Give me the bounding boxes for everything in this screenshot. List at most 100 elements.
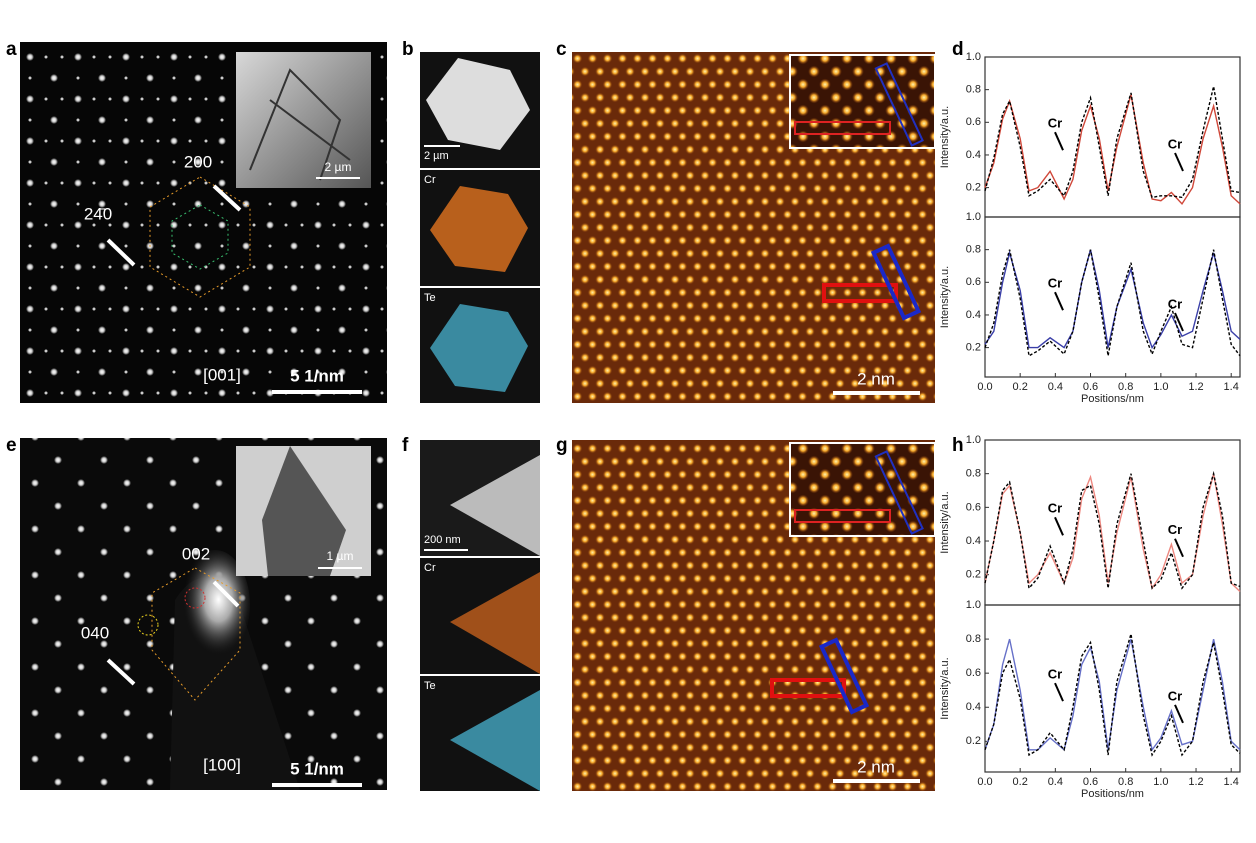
line-profile-box [870, 243, 922, 321]
annotation: Cr [1048, 276, 1062, 291]
inset-scale: 1 µm [327, 549, 354, 563]
x-tick-label: 0.6 [1083, 776, 1098, 788]
annotation: Cr [1168, 296, 1182, 311]
scale-label: 2 nm [857, 757, 895, 776]
line-chart: 0.2 0.4 0.6 0.8 1.0 0.0 0.2 0.4 0.6 0.8 1.0 1.2 1.4 I… [939, 599, 1241, 800]
flake [430, 304, 528, 392]
x-tick-label: 1.0 [1153, 381, 1168, 393]
annotation-arrow [1054, 516, 1064, 536]
panel-label: d [952, 39, 964, 60]
panel-f: f 200 nm Cr Te [402, 435, 540, 791]
map-label: Cr [424, 562, 436, 574]
inset-image [236, 52, 371, 188]
line-profile-box [770, 678, 846, 698]
arrow [212, 184, 242, 212]
map-label: Te [424, 292, 436, 304]
annotation-arrow [1054, 682, 1064, 702]
flake [450, 690, 540, 791]
x-tick-label: 0.8 [1118, 776, 1133, 788]
line-profile-box [874, 62, 924, 147]
x-tick-label: 1.0 [1153, 776, 1168, 788]
annotation-arrow [1054, 291, 1064, 311]
scale-label: 200 nm [424, 534, 461, 546]
y-tick-label: 0.8 [966, 633, 981, 645]
map-label: Te [424, 680, 436, 692]
annotation: Cr [1048, 116, 1062, 131]
y-tick-label: 0.2 [966, 182, 981, 194]
hexagon [151, 567, 241, 701]
zone-axis: [001] [203, 365, 241, 384]
panel-label: a [6, 39, 17, 60]
y-tick-label: 0.6 [966, 276, 981, 288]
spot-label: 24̄0 [84, 204, 112, 223]
inset-simulation [789, 442, 936, 537]
x-tick-label: 1.4 [1224, 776, 1239, 788]
profile-line [984, 638, 1241, 752]
spot-label: 002 [182, 544, 210, 563]
y-axis-label: Intensity/a.u. [939, 266, 951, 328]
line-profile-box [794, 121, 891, 135]
arrow [106, 658, 136, 686]
y-tick-label: 0.2 [966, 569, 981, 581]
flake [426, 58, 530, 150]
map-label: Cr [424, 174, 436, 186]
x-tick-label: 0.8 [1118, 381, 1133, 393]
arrow [106, 238, 136, 267]
profile-line [984, 86, 1241, 199]
x-tick-label: 0.2 [1013, 776, 1028, 788]
scale-label: 5 1/nm [290, 759, 344, 778]
circle-marker [137, 614, 159, 636]
x-tick-label: 0.0 [977, 776, 992, 788]
y-tick-label: 1.0 [966, 434, 981, 446]
circle-marker [184, 587, 206, 609]
plot-frame [984, 604, 1241, 773]
panel-e: 1 µm 002 040 [100] 5 1/nm e [6, 435, 387, 790]
hexagon [171, 204, 229, 270]
y-tick-label: 1.0 [966, 599, 981, 611]
central-beam [180, 550, 250, 660]
annotation: Cr [1168, 136, 1182, 151]
plot-frame [984, 216, 1241, 378]
profile-line [984, 94, 1241, 206]
x-tick-label: 0.4 [1048, 776, 1063, 788]
line-profile-box [794, 509, 891, 523]
line-profile-box [822, 283, 898, 303]
y-tick-label: 0.6 [966, 501, 981, 513]
profile-line [984, 633, 1241, 757]
x-tick-label: 1.4 [1224, 381, 1239, 393]
spot-label: 200 [184, 152, 212, 171]
flake [430, 186, 528, 272]
y-tick-label: 0.4 [966, 701, 981, 713]
panel-label: b [402, 39, 414, 60]
y-tick-label: 0.2 [966, 735, 981, 747]
profile-line [984, 473, 1241, 593]
panel-label: h [952, 435, 964, 456]
hexagon [149, 176, 251, 298]
arrow [212, 580, 240, 608]
panel-b: b 2 µm Cr Te [402, 39, 540, 403]
y-axis-label: Intensity/a.u. [939, 657, 951, 719]
panel-a: 2 µm 200 24̄0 [001] 5 1/nm a [6, 39, 387, 403]
x-tick-label: 0.0 [977, 381, 992, 393]
y-tick-label: 0.6 [966, 667, 981, 679]
inset-simulation [789, 54, 936, 149]
scale-label: 5 1/nm [290, 366, 344, 385]
scale-label: 2 µm [424, 150, 449, 162]
panel-c: c 2 nm [556, 39, 936, 403]
annotation: Cr [1168, 688, 1182, 703]
y-tick-label: 0.4 [966, 309, 981, 321]
y-tick-label: 0.6 [966, 116, 981, 128]
y-tick-label: 0.4 [966, 149, 981, 161]
flake [450, 572, 540, 674]
panel-label: g [556, 435, 568, 456]
y-tick-label: 0.8 [966, 468, 981, 480]
annotation-arrow [1174, 152, 1184, 172]
line-profile-box [818, 637, 870, 715]
line-chart: 0.2 0.4 0.6 0.8 1.0 Intensity/a.u. Cr Cr [939, 434, 1241, 606]
profile-line [984, 470, 1241, 590]
line-profile-box [874, 450, 924, 535]
profile-line [984, 249, 1241, 357]
y-axis-label: Intensity/a.u. [939, 491, 951, 553]
annotation: Cr [1048, 501, 1062, 516]
